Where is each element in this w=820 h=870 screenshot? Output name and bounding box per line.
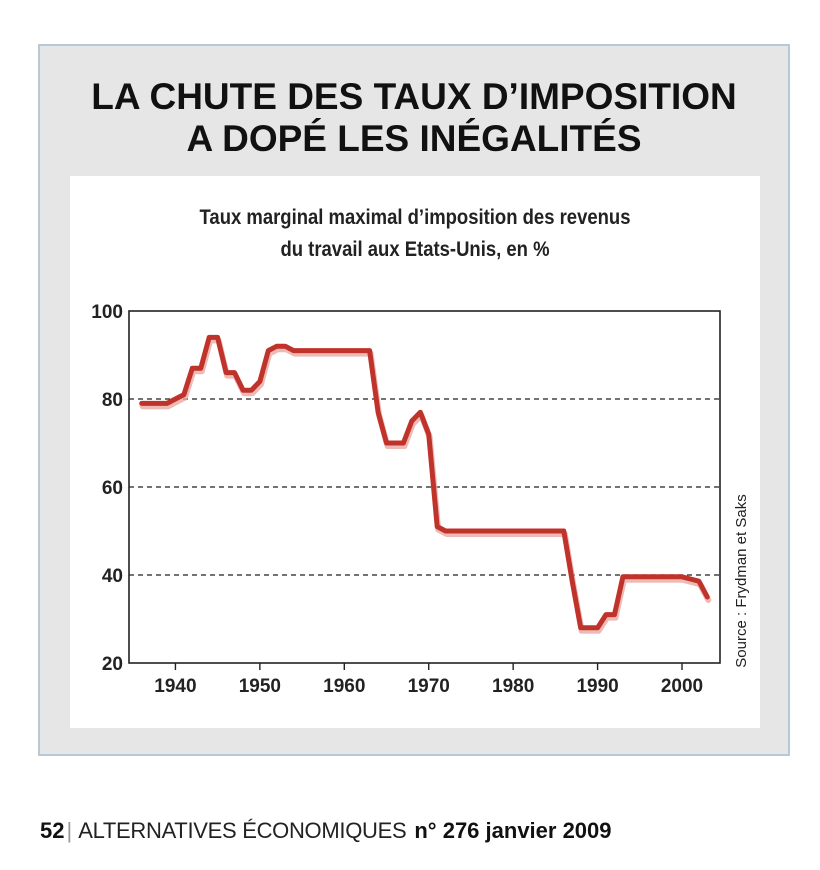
x-tick-label-2000: 2000	[661, 676, 703, 697]
footer-separator: |	[66, 818, 73, 843]
y-tick-label-60: 60	[102, 478, 123, 499]
plot-frame	[128, 310, 721, 664]
x-tick-label-1960: 1960	[323, 676, 365, 697]
y-tick-label-20: 20	[102, 654, 123, 675]
y-tick-label-40: 40	[102, 566, 123, 587]
issue-info: n° 276 janvier 2009	[414, 818, 612, 843]
chart-area: Taux marginal maximal d’imposition des r…	[70, 176, 760, 728]
x-tick-label-1970: 1970	[408, 676, 450, 697]
magazine-name: ALTERNATIVES ÉCONOMIQUES	[78, 818, 407, 843]
x-tick-label-1980: 1980	[492, 676, 534, 697]
y-tick-label-100: 100	[91, 302, 123, 323]
page-number: 52	[40, 818, 65, 843]
infographic-panel: LA CHUTE DES TAUX D’IMPOSITION A DOPÉ LE…	[38, 44, 790, 756]
line-chart: 100 80 60 40 20 1940 1950 1960 1970 1980 1990 2000 S…	[91, 302, 750, 697]
chart-title-line-1: Taux marginal maximal d’imposition des r…	[199, 206, 631, 229]
y-tick-label-80: 80	[102, 390, 123, 411]
x-tick-label-1990: 1990	[576, 676, 618, 697]
headline-line-1: LA CHUTE DES TAUX D’IMPOSITION	[91, 76, 737, 117]
headline-line-2: A DOPÉ LES INÉGALITÉS	[186, 118, 642, 159]
page-footer: 52| ALTERNATIVES ÉCONOMIQUES n° 276 janvie…	[40, 818, 612, 844]
x-tick-label-1940: 1940	[154, 676, 196, 697]
series-line-0	[139, 334, 710, 631]
x-tick-label-1950: 1950	[239, 676, 281, 697]
source-label: Source : Frydman et Saks	[733, 494, 750, 667]
chart-title-line-2: du travail aux Etats-Unis, en %	[280, 238, 550, 261]
headline: LA CHUTE DES TAUX D’IMPOSITION A DOPÉ LE…	[40, 76, 788, 160]
series-line-shadow	[139, 337, 712, 634]
chart-title: Taux marginal maximal d’imposition des r…	[111, 202, 718, 266]
